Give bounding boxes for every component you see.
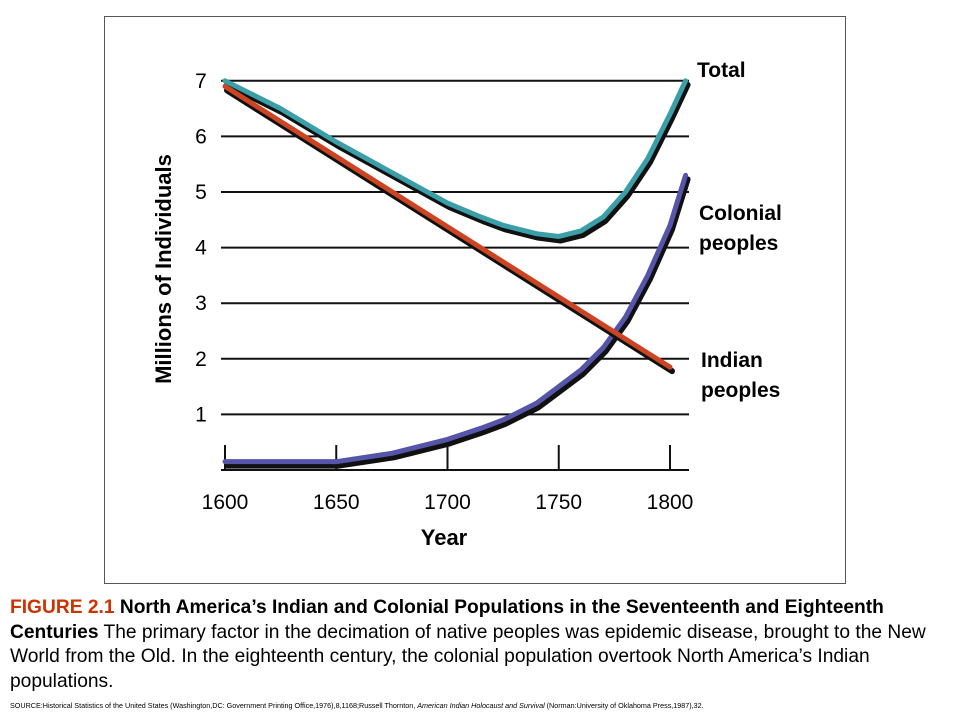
y-tick-label: 5	[195, 181, 207, 204]
population-line-chart: 1 2 3 4 5 6 7 1600 1650 1700 1750 1800 Year Millions …	[151, 59, 782, 550]
series-line-colonial-peoples	[222, 172, 689, 465]
y-tick-label: 4	[195, 237, 207, 260]
series-label-colonial-peoples: Colonial peoples	[699, 202, 782, 255]
y-tick-label: 7	[195, 70, 207, 93]
x-axis-title: Year	[421, 525, 468, 550]
figure-title: North America’s Indian and Colonial Popu…	[10, 597, 884, 643]
series-line-total	[222, 78, 689, 239]
series-label-total: Total	[697, 59, 746, 82]
chart-frame: 1 2 3 4 5 6 7 1600 1650 1700 1750 1800 Year Millions …	[104, 16, 846, 584]
y-tick-label: 2	[195, 348, 207, 371]
series-line-indian-peoples	[222, 83, 673, 370]
y-tick-label: 1	[195, 403, 207, 426]
series-label-line: Colonial	[699, 202, 782, 225]
x-tick-label: 1800	[647, 491, 694, 514]
x-tick-label: 1600	[202, 491, 249, 514]
source-suffix: (Norman:University of Oklahoma Press,198…	[544, 701, 704, 710]
series-shadow-colonial-peoples	[224, 176, 691, 469]
series-label-line: peoples	[699, 232, 778, 255]
y-tick-label: 6	[195, 125, 207, 148]
figure-number: FIGURE 2.1	[10, 597, 115, 618]
x-tick-label: 1700	[424, 491, 471, 514]
x-tick-label: 1750	[535, 491, 582, 514]
series-shadow-total	[224, 81, 691, 244]
source-book-title: American Indian Holocaust and Survival	[417, 701, 545, 710]
series-label-indian-peoples: Indian peoples	[701, 349, 780, 402]
source-prefix: SOURCE:Historical Statistics of the Unit…	[10, 701, 418, 710]
figure-caption: FIGURE 2.1 North America’s Indian and Co…	[10, 596, 950, 694]
y-tick-label: 3	[195, 292, 207, 315]
source-note: SOURCE:Historical Statistics of the Unit…	[10, 701, 955, 710]
figure-caption-body: The primary factor in the decimation of …	[10, 621, 926, 692]
series-label-line: Indian	[701, 349, 763, 372]
y-axis-title: Millions of Individuals	[151, 154, 176, 384]
x-tick-label: 1650	[313, 491, 360, 514]
series-label-line: peoples	[701, 379, 780, 402]
series-label-line: Total	[697, 59, 746, 82]
